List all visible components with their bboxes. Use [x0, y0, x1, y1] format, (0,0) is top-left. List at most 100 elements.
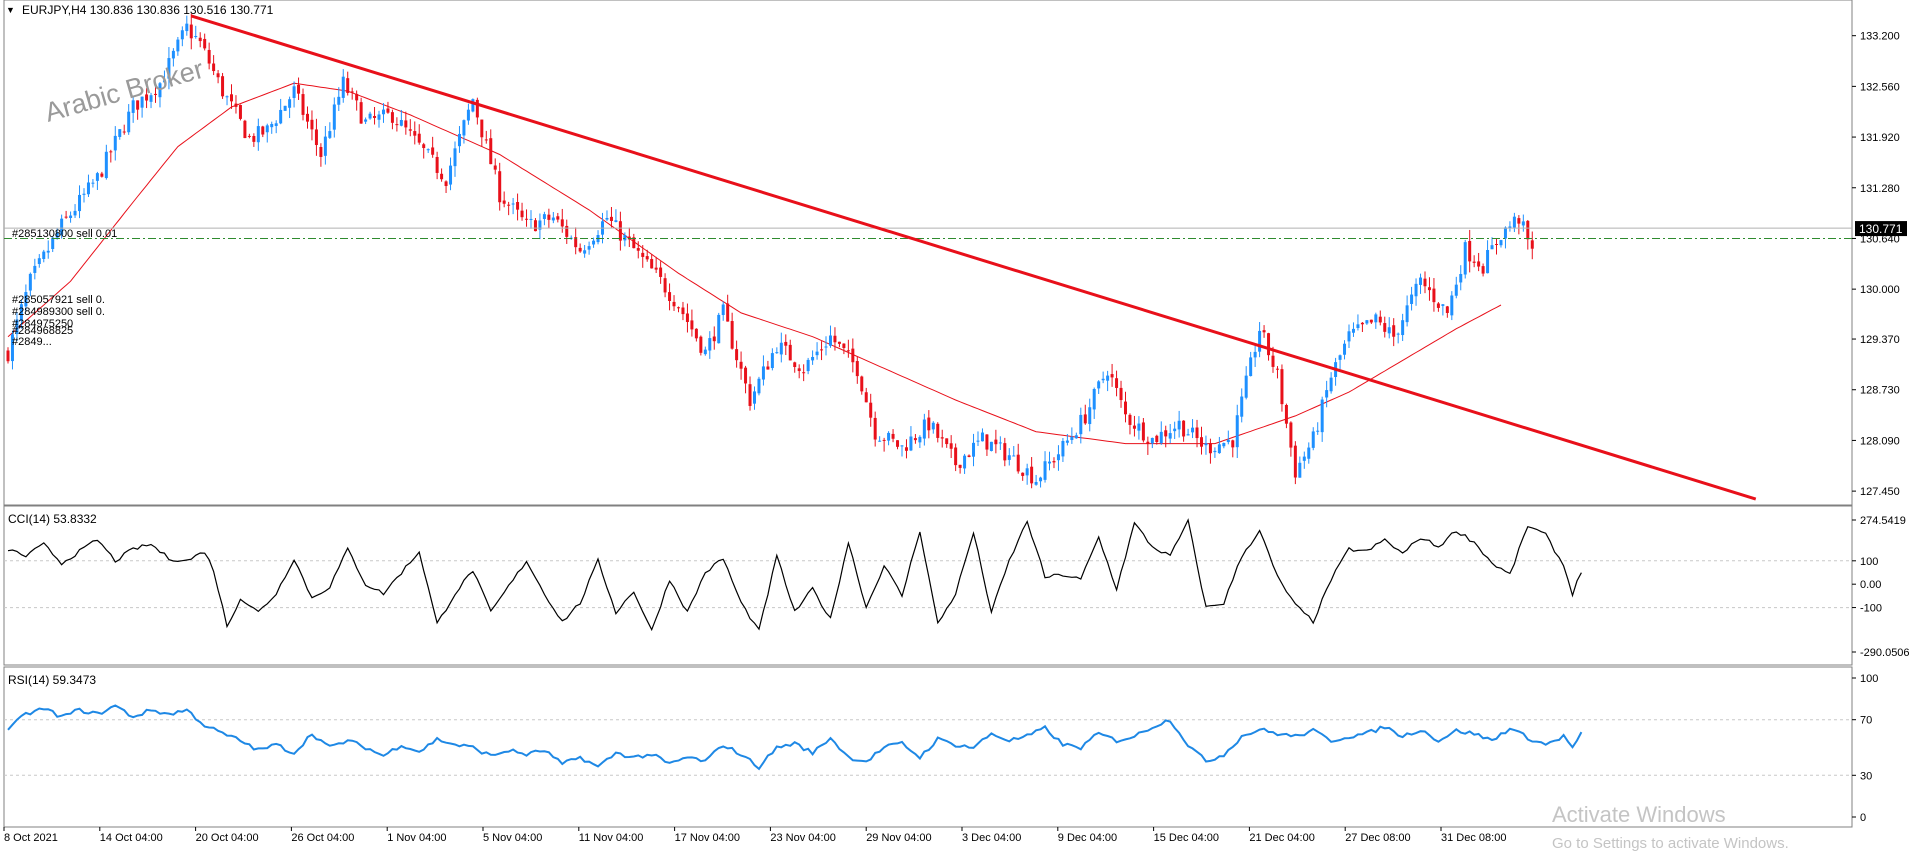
candle-body: [1039, 477, 1043, 482]
rsi-axis-label: 70: [1860, 715, 1872, 727]
moving-average-line: [7, 82, 1502, 445]
candle-body: [721, 304, 725, 316]
candle-body: [989, 441, 993, 451]
time-axis-label: 14 Oct 04:00: [100, 832, 163, 844]
candle-body: [466, 109, 470, 121]
candle-body: [806, 359, 810, 372]
candle-body: [1280, 369, 1284, 405]
candle-body: [1119, 387, 1123, 401]
last-price-label: 130.771: [1859, 222, 1903, 236]
candle-body: [703, 349, 707, 355]
candle-body: [457, 133, 461, 147]
candle-body: [958, 464, 962, 468]
candle-body: [1311, 431, 1315, 448]
candle-body: [967, 455, 971, 457]
candle-body: [623, 235, 627, 241]
candle-body: [815, 351, 819, 356]
candle-body: [247, 135, 251, 137]
time-axis-label: 21 Dec 04:00: [1249, 832, 1314, 844]
candle-body: [1267, 333, 1271, 356]
candle-body: [78, 194, 82, 212]
candle-body: [1141, 422, 1145, 441]
candle-body: [1124, 401, 1127, 415]
time-axis-label: 23 Nov 04:00: [770, 832, 835, 844]
cci-axis-label: 274.5419: [1860, 515, 1906, 527]
candle-body: [1083, 414, 1087, 424]
candle-body: [761, 366, 765, 380]
candle-body: [1155, 435, 1159, 443]
candle-body: [1048, 461, 1052, 464]
candle-body: [980, 432, 984, 442]
candle-body: [453, 148, 457, 167]
candle-body: [936, 423, 940, 438]
candle-body: [82, 193, 86, 195]
candle-body: [1007, 455, 1011, 460]
menu-arrow[interactable]: ▼: [6, 5, 15, 15]
candle-body: [1445, 306, 1449, 313]
candle-body: [10, 334, 14, 362]
candle-body: [752, 391, 756, 404]
candle-body: [314, 129, 318, 146]
candle-body: [547, 214, 551, 220]
candle-body: [824, 346, 828, 348]
candle-body: [1052, 461, 1056, 463]
candle-body: [449, 165, 453, 185]
time-axis-label: 20 Oct 04:00: [196, 832, 259, 844]
rsi-panel[interactable]: 100 70 30 0 RSI(14) 59.3473: [3, 666, 1878, 828]
candle-body: [212, 63, 216, 72]
candle-body: [663, 278, 667, 293]
candle-body: [386, 108, 390, 113]
candle-body: [869, 402, 873, 418]
candle-body: [1128, 414, 1132, 425]
candle-body: [279, 109, 283, 124]
price-panel[interactable]: 133.200 132.560 131.920 131.280 130.640 130.0…: [3, 0, 1907, 506]
candle-body: [578, 247, 582, 252]
candle-body: [1490, 245, 1494, 250]
candle-body: [1419, 277, 1423, 285]
trendline-layer[interactable]: [190, 14, 1757, 501]
candle-body: [73, 210, 77, 216]
candle-body: [1293, 445, 1297, 478]
price-axis[interactable]: 133.200 132.560 131.920 131.280 130.640 130.0…: [1852, 31, 1900, 498]
candle-body: [1168, 433, 1172, 439]
candle-body: [820, 349, 824, 351]
rsi-title: RSI(14) 59.3473: [8, 673, 96, 687]
price-axis-label: 130.000: [1860, 284, 1900, 296]
candle-body: [91, 182, 95, 184]
time-axis[interactable]: 8 Oct 2021 14 Oct 04:00 20 Oct 04:00 26 Oct…: [3, 827, 1506, 844]
candle-body: [252, 135, 256, 142]
trade-label-main: #285130800 sell 0.01: [12, 228, 117, 240]
candle-body: [1517, 218, 1521, 224]
candle-body: [976, 440, 980, 442]
candle-body: [766, 366, 770, 370]
candle-body: [1383, 323, 1387, 332]
candle-body: [1003, 443, 1007, 461]
candle-body: [417, 133, 421, 143]
candle-body: [149, 95, 153, 102]
time-axis-label: 15 Dec 04:00: [1154, 832, 1219, 844]
candle-body: [699, 336, 703, 353]
candle-body: [1401, 320, 1405, 336]
candle-body: [1512, 216, 1516, 228]
candle-body: [717, 314, 721, 344]
candle-body: [216, 73, 220, 78]
candle-body: [1369, 319, 1373, 323]
candle-body: [1088, 407, 1092, 425]
candle-body: [28, 273, 32, 291]
candle-body: [283, 105, 287, 111]
candle-body: [1271, 355, 1275, 367]
candle-body: [1164, 430, 1168, 437]
candle-body: [1360, 322, 1364, 325]
candle-body: [998, 442, 1002, 444]
candle-body: [1325, 390, 1329, 398]
candle-body: [292, 86, 296, 98]
candle-body: [1106, 375, 1110, 381]
time-axis-label: 3 Dec 04:00: [962, 832, 1021, 844]
rsi-series: [7, 704, 1583, 771]
cci-panel[interactable]: 274.5419 100 0.00 -100 -290.0506 CCI(14) 53.…: [3, 505, 1910, 666]
candle-body: [1150, 437, 1154, 444]
candle-body: [837, 341, 841, 344]
candle-body: [1329, 377, 1333, 392]
candle-body: [605, 217, 609, 220]
